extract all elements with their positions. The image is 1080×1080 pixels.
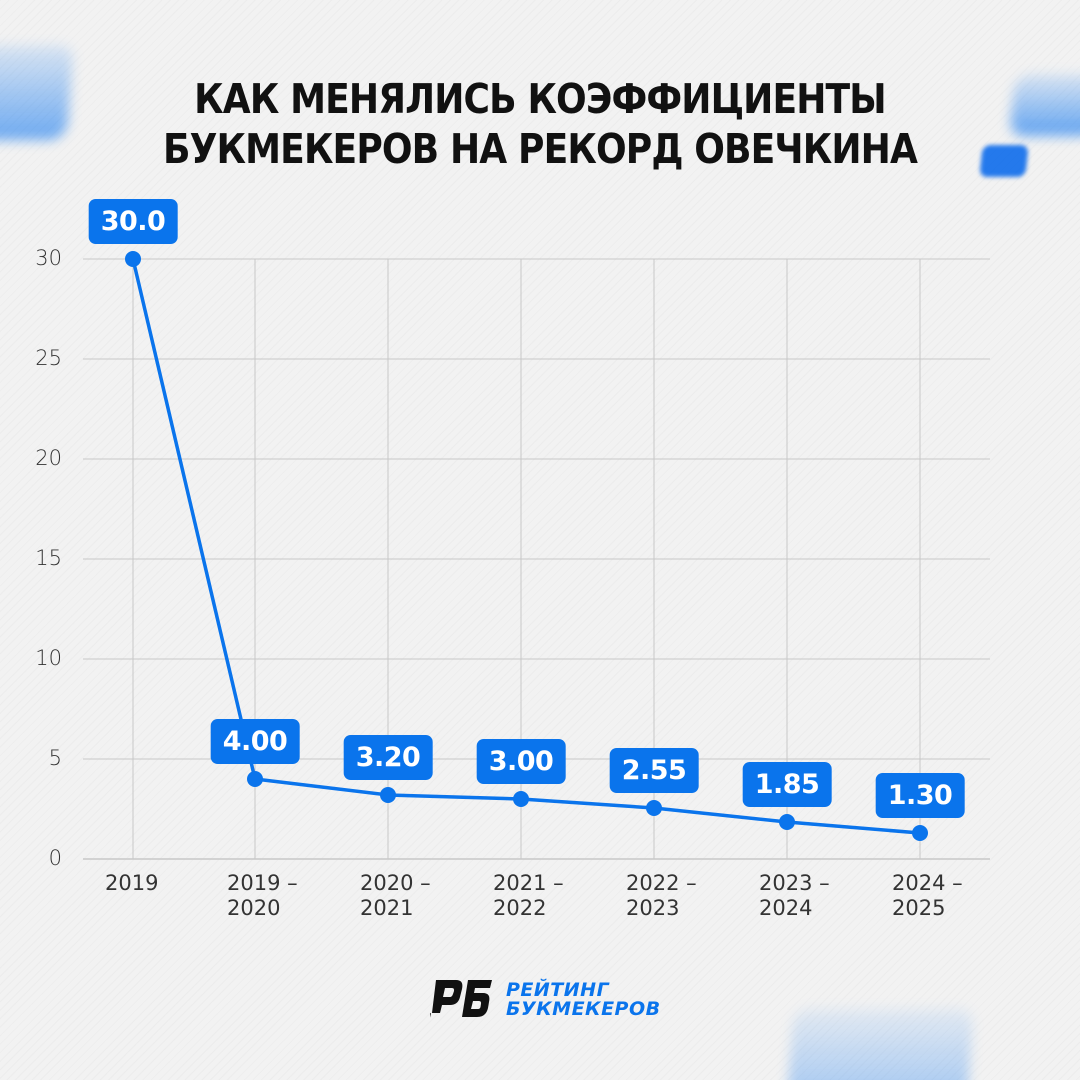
x-axis-tick-line-1: 2019 – [227,871,298,895]
y-axis-tick-label: 15 [35,546,62,570]
chart-title-line-1: Как менялись коэффициенты [194,75,886,123]
x-axis-tick-line-1: 2023 – [759,871,830,895]
x-axis-tick-line-2: 2025 [892,896,946,920]
x-axis-tick-label: 2020 –2021 [360,871,500,921]
x-axis-tick-line-2: 2021 [360,896,414,920]
data-value-label: 4.00 [210,719,300,764]
chart-title: Как менялись коэффициенты букмекеров на … [65,74,1015,174]
data-value-label: 3.00 [476,739,566,784]
chart-title-line-2: букмекеров на рекорд Овечкина [162,125,918,173]
x-axis-tick-label: 2019 [105,871,245,896]
data-point [247,771,263,787]
data-point [912,825,928,841]
x-axis-tick-label: 2021 –2022 [493,871,633,921]
y-axis-tick-label: 30 [35,246,62,270]
x-axis-tick-line-2: 2020 [227,896,281,920]
logo-text: Рейтинг букмекеров [506,981,661,1019]
data-value-label: 1.85 [742,762,832,807]
brand-logo: Рейтинг букмекеров [430,980,661,1020]
data-point [125,251,141,267]
data-value-label: 3.20 [343,735,433,780]
logo-text-line-1: Рейтинг [506,979,610,1001]
y-axis-tick-label: 0 [48,846,62,870]
data-point [646,800,662,816]
y-axis-tick-label: 10 [35,646,62,670]
y-axis-tick-label: 20 [35,446,62,470]
data-value-label: 30.0 [88,199,178,244]
y-axis-tick-label: 5 [48,746,62,770]
logo-text-line-2: букмекеров [506,998,661,1020]
x-axis-tick-label: 2022 –2023 [626,871,766,921]
data-value-label: 2.55 [609,748,699,793]
x-axis-tick-label: 2019 –2020 [227,871,367,921]
data-point [779,814,795,830]
x-axis-tick-line-1: 2020 – [360,871,431,895]
x-axis-tick-line-2: 2022 [493,896,547,920]
x-axis-tick-line-2: 2024 [759,896,813,920]
x-axis-tick-line-1: 2022 – [626,871,697,895]
x-axis-tick-line-2: 2023 [626,896,680,920]
logo-mark-icon [430,980,492,1020]
x-axis-tick-label: 2023 –2024 [759,871,899,921]
data-value-label: 1.30 [875,773,965,818]
x-axis-tick-line-1: 2021 – [493,871,564,895]
data-point [380,787,396,803]
x-axis-tick-line-1: 2024 – [892,871,963,895]
data-point [513,791,529,807]
y-axis-tick-label: 25 [35,346,62,370]
x-axis-tick-line-1: 2019 [105,871,159,895]
x-axis-tick-label: 2024 –2025 [892,871,1032,921]
